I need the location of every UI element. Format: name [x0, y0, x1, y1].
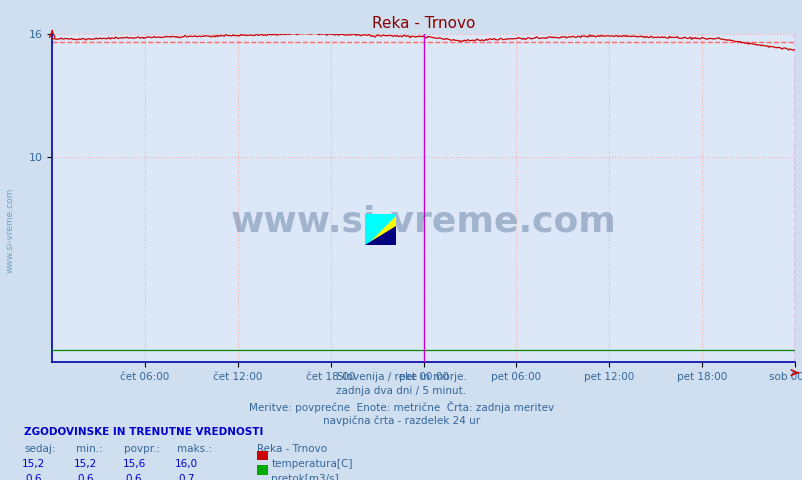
Text: 0,6: 0,6	[126, 474, 142, 480]
Text: 0,7: 0,7	[178, 474, 194, 480]
Polygon shape	[365, 226, 395, 245]
Text: 15,6: 15,6	[123, 459, 145, 469]
Text: Meritve: povprečne  Enote: metrične  Črta: zadnja meritev: Meritve: povprečne Enote: metrične Črta:…	[249, 401, 553, 413]
Text: zadnja dva dni / 5 minut.: zadnja dva dni / 5 minut.	[336, 386, 466, 396]
Text: sedaj:: sedaj:	[24, 444, 55, 454]
Text: 16,0: 16,0	[175, 459, 197, 469]
Text: 15,2: 15,2	[75, 459, 97, 469]
Text: navpična črta - razdelek 24 ur: navpična črta - razdelek 24 ur	[322, 415, 480, 426]
Text: pretok[m3/s]: pretok[m3/s]	[271, 474, 338, 480]
Text: povpr.:: povpr.:	[124, 444, 160, 454]
Text: min.:: min.:	[76, 444, 103, 454]
Text: maks.:: maks.:	[176, 444, 212, 454]
Text: www.si-vreme.com: www.si-vreme.com	[230, 204, 616, 238]
Text: 0,6: 0,6	[78, 474, 94, 480]
Polygon shape	[365, 214, 395, 245]
Polygon shape	[365, 214, 395, 245]
Text: Slovenija / reke in morje.: Slovenija / reke in morje.	[336, 372, 466, 382]
Text: temperatura[C]: temperatura[C]	[271, 459, 352, 469]
Text: www.si-vreme.com: www.si-vreme.com	[5, 188, 14, 273]
Text: ZGODOVINSKE IN TRENUTNE VREDNOSTI: ZGODOVINSKE IN TRENUTNE VREDNOSTI	[24, 427, 263, 437]
Title: Reka - Trnovo: Reka - Trnovo	[371, 16, 475, 31]
Text: 15,2: 15,2	[22, 459, 45, 469]
Text: Reka - Trnovo: Reka - Trnovo	[257, 444, 326, 454]
Text: 0,6: 0,6	[26, 474, 42, 480]
